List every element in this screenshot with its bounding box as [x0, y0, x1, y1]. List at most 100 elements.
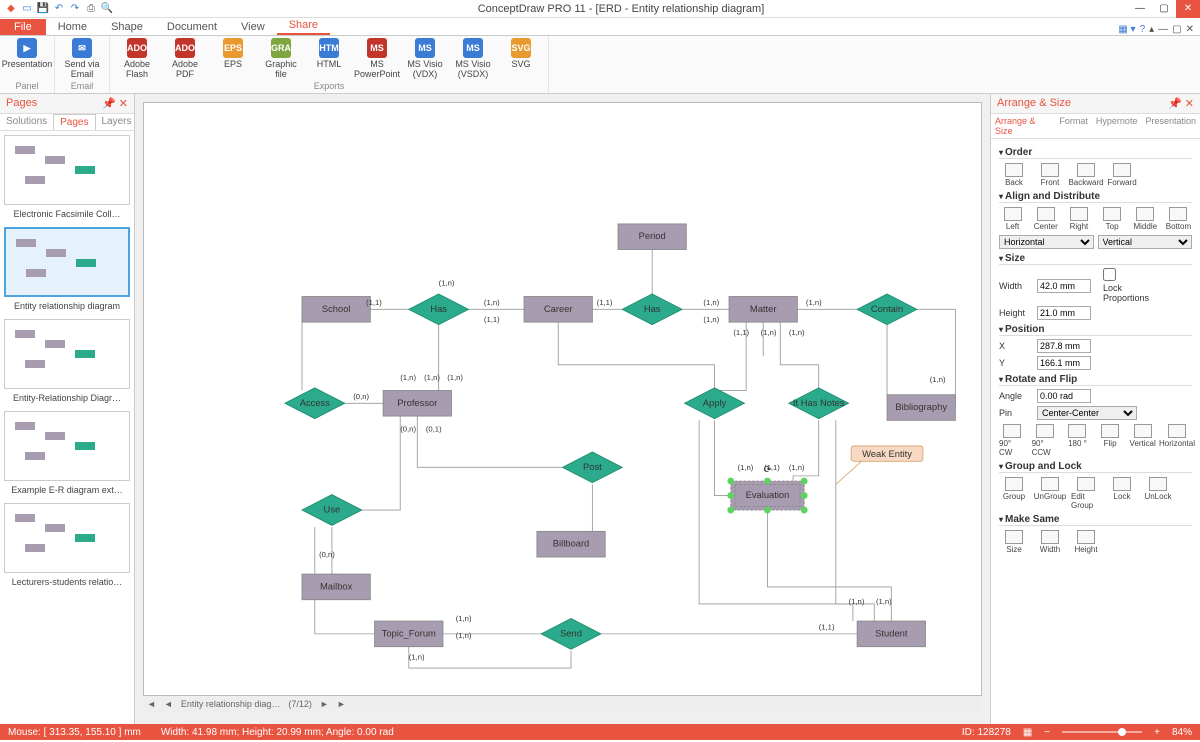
svg-text:(1,1): (1,1) — [733, 328, 749, 337]
y-input[interactable] — [1037, 356, 1091, 370]
help-icon[interactable]: ? — [1140, 24, 1146, 35]
ribbon: ▶Presentation Panel ✉Send via Email Emai… — [0, 36, 1200, 94]
height-input[interactable] — [1037, 306, 1091, 320]
tab-view[interactable]: View — [229, 19, 277, 35]
send-email-button[interactable]: ✉Send via Email — [61, 38, 103, 79]
section-size[interactable]: Size — [999, 253, 1192, 265]
angle-input[interactable] — [1037, 389, 1091, 403]
panel-button[interactable]: Size — [999, 530, 1029, 554]
export-button[interactable]: MS MS Visio (VSDX) — [452, 38, 494, 79]
section-group[interactable]: Group and Lock — [999, 461, 1192, 473]
format-tab[interactable]: Format — [1055, 114, 1092, 138]
qat-icon[interactable]: ◆ — [4, 2, 18, 16]
panel-button[interactable]: Center — [1032, 207, 1059, 231]
preview-icon[interactable]: 🔍 — [100, 2, 114, 16]
export-button[interactable]: ADOAdobe Flash — [116, 38, 158, 79]
panel-button[interactable]: Group — [999, 477, 1029, 510]
new-icon[interactable]: ▭ — [20, 2, 34, 16]
mdi-close[interactable]: ✕ — [1186, 24, 1194, 35]
section-align[interactable]: Align and Distribute — [999, 191, 1192, 203]
pin-select[interactable]: Center-Center — [1037, 406, 1137, 420]
sheet-tabs[interactable]: ◄◄ Entity relationship diag… (7/12) ►► — [143, 696, 982, 712]
svg-text:Mailbox: Mailbox — [320, 580, 353, 591]
undo-icon[interactable]: ↶ — [52, 2, 66, 16]
panel-button[interactable]: 90° CW — [999, 424, 1026, 457]
page-thumbnail[interactable] — [4, 411, 130, 481]
pages-tab-layers[interactable]: Layers — [96, 114, 138, 130]
file-tab[interactable]: File — [0, 19, 46, 35]
pages-tab-pages[interactable]: Pages — [53, 114, 95, 130]
export-button[interactable]: GRAGraphic file — [260, 38, 302, 79]
panel-button[interactable]: Front — [1035, 163, 1065, 187]
thumbnail-label: Electronic Facsimile Coll… — [4, 209, 130, 219]
panel-button[interactable]: Height — [1071, 530, 1101, 554]
redo-icon[interactable]: ↷ — [68, 2, 82, 16]
mdi-max[interactable]: ▢ — [1172, 24, 1181, 35]
export-button[interactable]: MS MS Visio (VDX) — [404, 38, 446, 79]
panel-button[interactable]: 180 ° — [1064, 424, 1091, 457]
panel-pin-icon[interactable]: 📌 ✕ — [1168, 97, 1194, 110]
panel-button[interactable]: Edit Group — [1071, 477, 1101, 510]
panel-button[interactable]: Horizontal — [1162, 424, 1192, 457]
panel-button[interactable]: Middle — [1132, 207, 1159, 231]
vertical-select[interactable]: Vertical — [1098, 235, 1193, 249]
panel-button[interactable]: Right — [1065, 207, 1092, 231]
quick-access-toolbar: ◆ ▭ 💾 ↶ ↷ ⎙ 🔍 — [0, 2, 114, 16]
ribbon-min-icon[interactable]: ▴ — [1149, 24, 1154, 35]
export-button[interactable]: SVGSVG — [500, 38, 542, 79]
section-same[interactable]: Make Same — [999, 514, 1192, 526]
panel-pin-icon[interactable]: 📌 ✕ — [102, 97, 128, 110]
panel-button[interactable]: UnLock — [1143, 477, 1173, 510]
print-icon[interactable]: ⎙ — [84, 2, 98, 16]
section-rotate[interactable]: Rotate and Flip — [999, 374, 1192, 386]
zoom-in-icon[interactable]: + — [1154, 727, 1160, 738]
pages-tab-solutions[interactable]: Solutions — [0, 114, 53, 130]
export-button[interactable]: MS MS PowerPoint — [356, 38, 398, 79]
drawing-canvas[interactable]: PeriodSchoolCareerMatterBibliographyProf… — [143, 102, 982, 696]
width-input[interactable] — [1037, 279, 1091, 293]
panel-button[interactable]: Left — [999, 207, 1026, 231]
mdi-min[interactable]: — — [1158, 24, 1168, 35]
zoom-slider[interactable] — [1062, 731, 1142, 733]
presentation-button[interactable]: ▶Presentation — [6, 38, 48, 69]
panel-button[interactable]: Bottom — [1165, 207, 1192, 231]
close-button[interactable]: ✕ — [1176, 0, 1200, 18]
group-label: Email — [71, 81, 94, 91]
svg-text:(1,n): (1,n) — [930, 375, 946, 384]
panel-button[interactable]: 90° CCW — [1032, 424, 1059, 457]
panel-button[interactable]: Backward — [1071, 163, 1101, 187]
panel-button[interactable]: Forward — [1107, 163, 1137, 187]
page-thumbnail[interactable] — [4, 319, 130, 389]
tab-shape[interactable]: Shape — [99, 19, 155, 35]
export-button[interactable]: EPSEPS — [212, 38, 254, 79]
panel-button[interactable]: Back — [999, 163, 1029, 187]
page-thumbnail[interactable] — [4, 227, 130, 297]
export-button[interactable]: ADOAdobe PDF — [164, 38, 206, 79]
section-order[interactable]: Order — [999, 147, 1192, 159]
tab-document[interactable]: Document — [155, 19, 229, 35]
tab-share[interactable]: Share — [277, 17, 330, 35]
minimize-button[interactable]: — — [1128, 0, 1152, 18]
page-thumbnail[interactable] — [4, 503, 130, 573]
panel-button[interactable]: Lock — [1107, 477, 1137, 510]
horizontal-select[interactable]: Horizontal — [999, 235, 1094, 249]
help-icon[interactable]: ▦ ▾ — [1118, 24, 1135, 35]
arrange-tab[interactable]: Arrange & Size — [991, 114, 1055, 138]
maximize-button[interactable]: ▢ — [1152, 0, 1176, 18]
export-button[interactable]: HTMHTML — [308, 38, 350, 79]
hypernote-tab[interactable]: Hypernote — [1092, 114, 1142, 138]
section-position[interactable]: Position — [999, 324, 1192, 336]
zoom-out-icon[interactable]: − — [1044, 727, 1050, 738]
save-icon[interactable]: 💾 — [36, 2, 50, 16]
panel-button[interactable]: UnGroup — [1035, 477, 1065, 510]
view-icon[interactable]: ▦ — [1023, 727, 1032, 738]
panel-button[interactable]: Top — [1099, 207, 1126, 231]
panel-button[interactable]: Width — [1035, 530, 1065, 554]
presentation-tab[interactable]: Presentation — [1141, 114, 1200, 138]
panel-button[interactable]: Vertical — [1129, 424, 1156, 457]
panel-button[interactable]: Flip — [1097, 424, 1124, 457]
page-thumbnail[interactable] — [4, 135, 130, 205]
lock-proportions[interactable] — [1103, 268, 1116, 281]
tab-home[interactable]: Home — [46, 19, 99, 35]
x-input[interactable] — [1037, 339, 1091, 353]
